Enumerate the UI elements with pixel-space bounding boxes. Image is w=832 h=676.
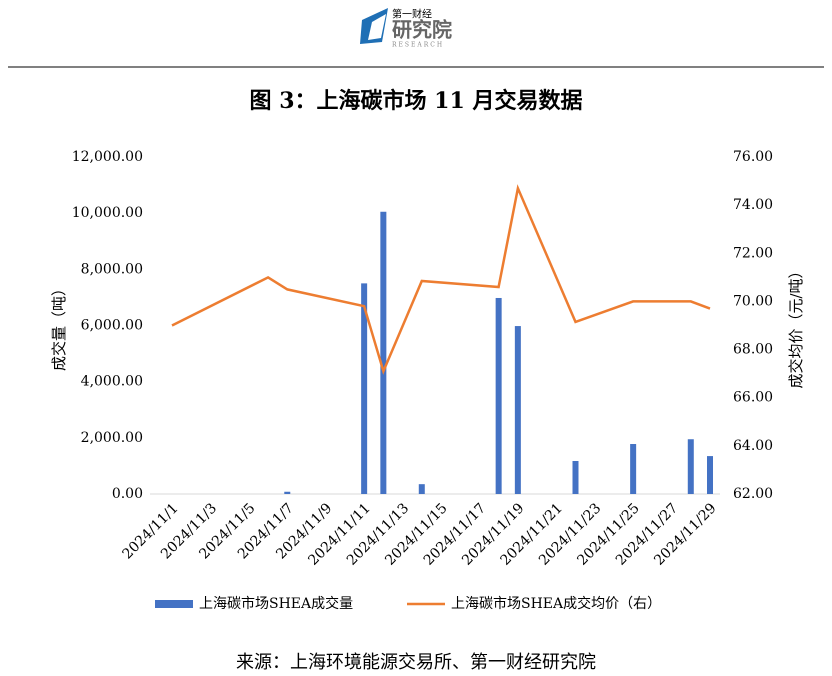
y2-tick-label: 72.00 [733, 245, 773, 261]
y-tick-label: 6,000.00 [81, 318, 143, 334]
legend-label: 上海碳市场SHEA成交量 [199, 595, 353, 612]
logo: 第一财经 研究院 RESEARCH [360, 8, 452, 49]
bar [514, 326, 521, 494]
logo-icon-inner [368, 14, 386, 40]
y-tick-label: 12,000.00 [72, 149, 143, 165]
bar [284, 491, 291, 494]
logo-sub: RESEARCH [392, 42, 444, 49]
y2-tick-label: 70.00 [733, 293, 773, 309]
y2-tick-label: 66.00 [733, 390, 773, 406]
y-tick-label: 4,000.00 [81, 374, 143, 390]
y2-tick-label: 76.00 [733, 149, 773, 165]
y2-tick-label: 62.00 [733, 486, 773, 502]
bar [572, 461, 579, 494]
bar [361, 283, 368, 494]
bar [630, 444, 637, 494]
y2-axis-title: 成交均价（元/吨） [787, 263, 805, 388]
bar [687, 439, 694, 494]
chart-title: 图 3：上海碳市场 11 月交易数据 [250, 88, 583, 114]
y-axis-title: 成交量（吨） [50, 281, 68, 371]
logo-top: 第一财经 [392, 8, 432, 21]
y-tick-label: 8,000.00 [81, 261, 143, 277]
logo-main: 研究院 [392, 18, 452, 42]
legend-label: 上海碳市场SHEA成交均价（右） [451, 595, 661, 612]
bar [418, 484, 425, 494]
y2-tick-label: 74.00 [733, 197, 773, 213]
bar [380, 211, 387, 494]
bar [707, 456, 713, 494]
y2-tick-label: 64.00 [733, 438, 773, 454]
bar [495, 297, 502, 494]
y2-tick-label: 68.00 [733, 342, 773, 358]
y-tick-label: 0.00 [112, 486, 143, 502]
y-tick-label: 10,000.00 [72, 205, 143, 221]
source: 来源：上海环境能源交易所、第一财经研究院 [236, 652, 596, 673]
line [171, 184, 711, 375]
y-tick-label: 2,000.00 [81, 430, 143, 446]
legend-swatch [155, 600, 193, 608]
